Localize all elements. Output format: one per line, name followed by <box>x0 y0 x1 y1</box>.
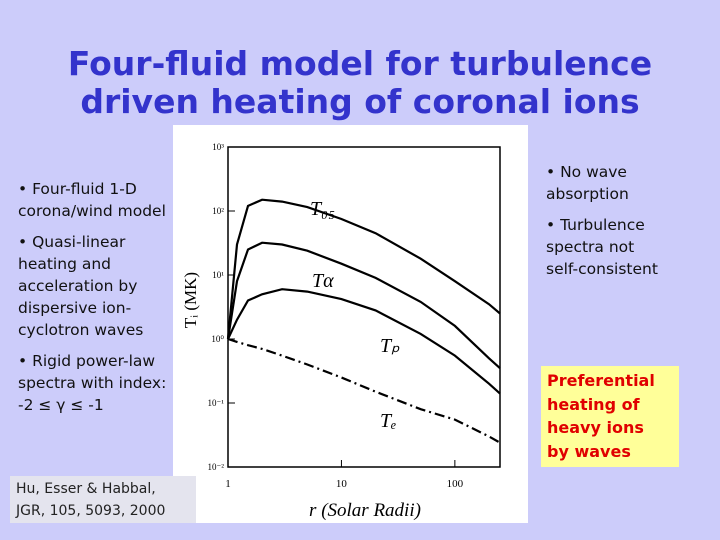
bullet-line: acceleration by <box>18 277 138 295</box>
bullet-line: spectra with index: <box>18 374 167 392</box>
bullet-line: self-consistent <box>546 260 658 278</box>
highlight-box: Preferential heating of heavy ions by waves <box>541 366 679 467</box>
figure <box>173 125 528 523</box>
highlight-line: heavy ions <box>547 418 644 437</box>
slide-title: Four-fluid model for turbulence <box>67 44 653 83</box>
left-bullets: • Four-fluid 1-D corona/wind model • Quasi… <box>18 178 166 416</box>
bullet-line: corona/wind model <box>18 202 166 220</box>
citation-line: Hu, Esser & Habbal, <box>16 481 156 497</box>
highlight-line: Preferential <box>547 371 655 390</box>
bullet-line: • Rigid power-law <box>18 352 156 370</box>
bullet-line: spectra not <box>546 238 635 256</box>
citation: Hu, Esser & Habbal, JGR, 105, 5093, 2000 <box>10 476 196 523</box>
bullet-line: dispersive ion- <box>18 299 132 317</box>
bullet-line: absorption <box>546 185 629 203</box>
bullet-line: • No wave <box>546 163 627 181</box>
right-bullets: • No wave absorption • Turbulence spectra n… <box>546 161 658 280</box>
bullet-line: -2 ≤ γ ≤ -1 <box>18 396 104 414</box>
citation-line: JGR, 105, 5093, 2000 <box>16 503 166 519</box>
bullet-line: cyclotron waves <box>18 321 144 339</box>
bullet-line: • Quasi-linear <box>18 233 126 251</box>
highlight-line: heating of <box>547 394 640 414</box>
bullet-line: • Turbulence <box>546 216 645 234</box>
highlight-line: by waves <box>547 441 631 461</box>
bullet-line: • Four-fluid 1-D <box>18 180 137 198</box>
slide-title: driven heating of coronal ions <box>80 82 640 121</box>
bullet-line: heating and <box>18 255 111 273</box>
